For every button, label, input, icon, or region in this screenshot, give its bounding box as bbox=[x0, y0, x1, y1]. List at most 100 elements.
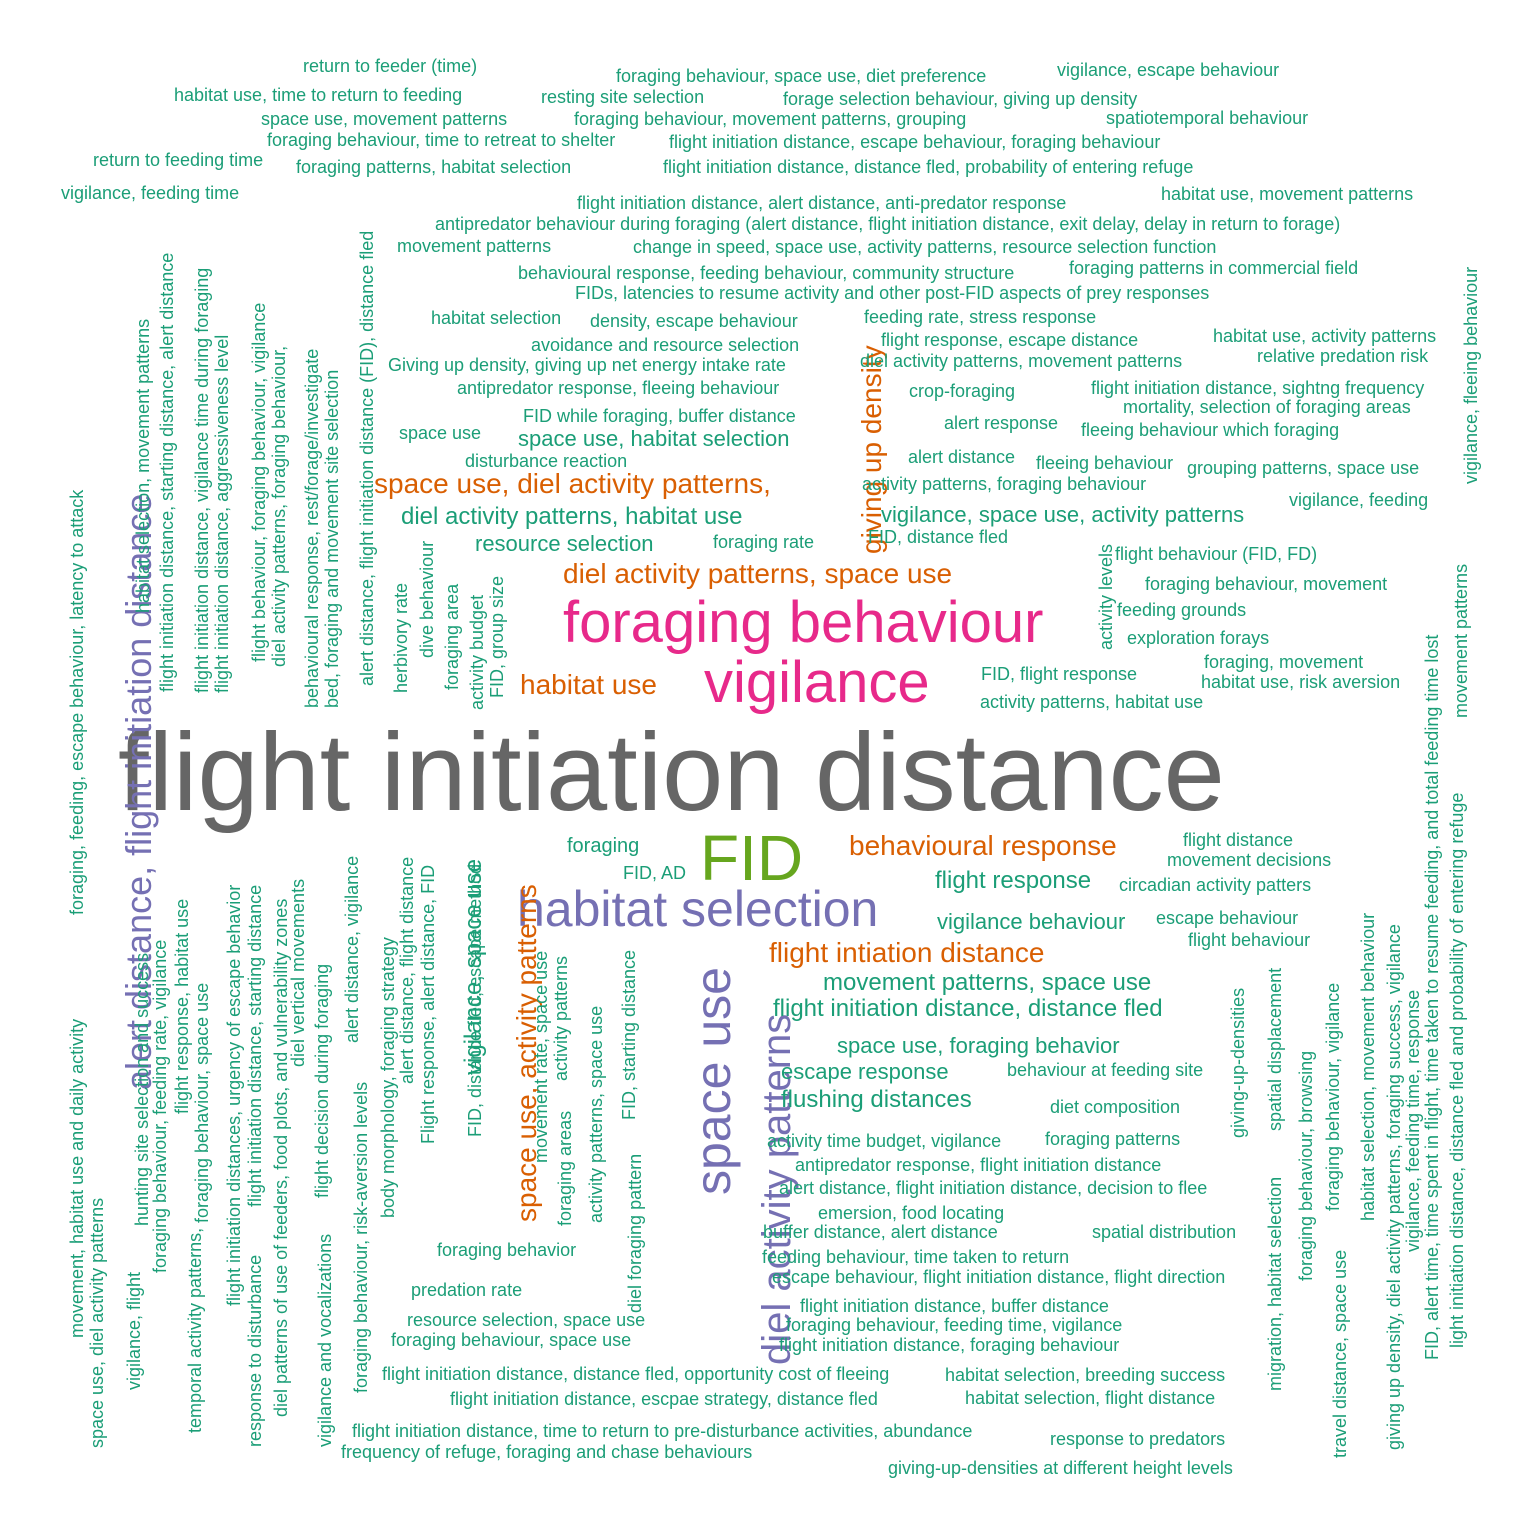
word-cloud-term: feeding behaviour, time taken to return bbox=[762, 1247, 1070, 1268]
word-cloud-term: space use, diel activity patterns, bbox=[374, 468, 771, 500]
word-cloud-term: alert distance bbox=[908, 447, 1016, 468]
word-cloud-term: diel activity patterns, space use bbox=[563, 558, 953, 590]
word-cloud-term: density, escape behaviour bbox=[590, 311, 798, 332]
word-cloud-term: foraging behaviour, space use bbox=[192, 982, 212, 1223]
word-cloud-term: flight initiation distance, foraging beh… bbox=[779, 1335, 1120, 1356]
word-cloud-term: foraging behaviour, movement bbox=[1145, 574, 1388, 595]
word-cloud-term: body morphology, foraging strategy bbox=[378, 937, 398, 1218]
word-cloud-term: FID, flight response bbox=[981, 664, 1138, 685]
word-cloud-term: activity patterns, foraging behaviour bbox=[862, 474, 1147, 495]
word-cloud-term: travel distance, space use bbox=[1330, 1249, 1350, 1458]
word-cloud-term: flight initiation distance, distance fle… bbox=[663, 157, 1194, 178]
word-cloud-term: activity patterns, habitat use bbox=[980, 692, 1204, 713]
word-cloud-term: activity budget bbox=[467, 594, 487, 710]
word-cloud-term: habitat use, time to return to feeding bbox=[174, 85, 463, 106]
word-cloud-term: foraging behavior bbox=[437, 1240, 577, 1261]
word-cloud-term: change in speed, space use, activity pat… bbox=[633, 237, 1217, 258]
word-cloud-term: giving-up-densities bbox=[1228, 987, 1248, 1138]
word-cloud-term: response to disturbance bbox=[245, 1254, 265, 1447]
word-cloud-term: dive behaviour bbox=[417, 540, 437, 658]
word-cloud-term: flight initiation distance, time to retu… bbox=[352, 1421, 973, 1442]
word-cloud-term: resting site selection bbox=[541, 87, 705, 108]
word-cloud-term: foraging patterns in commercial field bbox=[1069, 258, 1359, 279]
word-cloud-term: return to feeder (time) bbox=[303, 56, 478, 77]
word-cloud-term: circadian activity patters bbox=[1119, 875, 1312, 896]
word-cloud-term: foraging rate bbox=[713, 532, 815, 553]
word-cloud-term: vigilance bbox=[704, 650, 930, 716]
word-cloud-term: flight decision during foraging bbox=[312, 963, 332, 1198]
word-cloud-term: movement rate, space use bbox=[531, 950, 551, 1163]
word-cloud-term: vigilance, escape behaviour bbox=[1057, 60, 1280, 81]
word-cloud-term: flight distance bbox=[1183, 830, 1294, 851]
word-cloud-term: flight intiation distance bbox=[769, 937, 1045, 969]
word-cloud-term: predation rate bbox=[411, 1280, 523, 1301]
word-cloud-term: space use, diel activity patterns bbox=[87, 1197, 107, 1448]
word-cloud-term: flight initiation distance, escape behav… bbox=[669, 132, 1161, 153]
word-cloud-term: habitat selection, flight distance bbox=[965, 1388, 1216, 1409]
word-cloud-term: flight initiation distance, starting dis… bbox=[157, 252, 177, 692]
word-cloud-term: vigilance, feeding bbox=[1289, 490, 1429, 511]
word-cloud-term: diel vertical movements bbox=[288, 878, 308, 1067]
word-cloud-term: behaviour at feeding site bbox=[1007, 1060, 1204, 1081]
word-cloud-term: flight initiation distances, urgency of … bbox=[224, 884, 244, 1306]
word-cloud-term: FID while foraging, buffer distance bbox=[523, 406, 796, 427]
word-cloud-term: vigilance behaviour bbox=[937, 908, 1126, 934]
word-cloud-term: FID, distance fled, escape method bbox=[465, 863, 485, 1137]
word-cloud-term: hunting site selection and success bbox=[132, 952, 152, 1226]
word-cloud-term: habitat selection bbox=[517, 881, 879, 937]
word-cloud-term: vigilance, space use, activity patterns bbox=[881, 501, 1245, 527]
word-cloud-term: habitat use, movement patterns bbox=[1161, 184, 1414, 205]
word-cloud-term: foraging areas bbox=[555, 1110, 575, 1226]
word-cloud-term: alert distance, flight distance bbox=[397, 856, 417, 1084]
word-cloud-term: space use, foraging behavior bbox=[837, 1032, 1120, 1058]
word-cloud-term: flight behaviour bbox=[1188, 930, 1311, 951]
word-cloud-term: flight behaviour, foraging behaviour, vi… bbox=[249, 302, 269, 662]
word-cloud-term: response to predators bbox=[1050, 1429, 1226, 1450]
word-cloud-term: FIDs, latencies to resume activity and o… bbox=[575, 283, 1210, 304]
word-cloud-term: flight initiation distance, sightng freq… bbox=[1091, 378, 1425, 399]
word-cloud-term: crop-foraging bbox=[909, 381, 1016, 402]
word-cloud-term: behavioural response bbox=[849, 830, 1117, 862]
word-cloud-term: feeding rate, stress response bbox=[864, 307, 1097, 328]
word-cloud-term: activity patterns bbox=[551, 955, 571, 1081]
word-cloud-term: foraging behaviour, movement patterns, g… bbox=[574, 109, 967, 130]
word-cloud-term: space use bbox=[399, 423, 482, 444]
word-cloud-term: FID bbox=[700, 821, 804, 894]
word-cloud-term: foraging behaviour, space use, diet pref… bbox=[616, 66, 987, 87]
word-cloud-term: foraging, feeding, escape behaviour, lat… bbox=[67, 489, 87, 915]
word-cloud-term: giving up density, diel activity pattern… bbox=[1384, 924, 1404, 1450]
word-cloud-term: mortality, selection of foraging areas bbox=[1123, 397, 1411, 418]
word-cloud-term: vigilance, fleeing behaviour bbox=[1461, 266, 1481, 484]
word-cloud-term: movement patterns bbox=[1451, 563, 1471, 718]
word-cloud-term: alert response bbox=[944, 413, 1059, 434]
word-cloud-term: flight initiation distance, starting dis… bbox=[245, 884, 265, 1207]
word-cloud-term: foraging bbox=[567, 834, 640, 857]
word-cloud-term: foraging behaviour, risk-aversion levels bbox=[351, 1081, 371, 1393]
word-cloud-term: flight initiation distance, buffer dista… bbox=[800, 1296, 1109, 1317]
word-cloud-term: habitat use, activity patterns bbox=[1213, 326, 1437, 347]
word-cloud-term: FID, group size bbox=[487, 575, 507, 698]
word-cloud-term: diel foraging pattern bbox=[625, 1153, 645, 1313]
word-cloud-term: flight response bbox=[935, 867, 1092, 895]
word-cloud-term: foraging behaviour, feeding time, vigila… bbox=[786, 1315, 1123, 1336]
word-cloud-term: foraging behaviour, space use bbox=[391, 1330, 632, 1351]
word-cloud-term: antipredator response, fleeing behaviour bbox=[457, 378, 780, 399]
word-cloud-term: flight initiation distance, distance fle… bbox=[773, 995, 1163, 1023]
word-cloud-term: FID, AD bbox=[623, 863, 687, 884]
word-cloud-term: vigilance, feeding time, response bbox=[1403, 989, 1423, 1252]
word-cloud-term: exploration forays bbox=[1127, 628, 1270, 649]
word-cloud-term: behavioural response, feeding behaviour,… bbox=[518, 263, 1015, 284]
word-cloud-term: foraging patterns bbox=[1045, 1129, 1181, 1150]
word-cloud-term: spatial displacement bbox=[1265, 967, 1285, 1131]
word-cloud-term: Flight response, alert distance, FID bbox=[418, 864, 438, 1144]
word-cloud-term: alert distance, vigilance bbox=[342, 855, 362, 1043]
word-cloud-term: foraging behaviour, feeding rate, vigila… bbox=[150, 939, 170, 1273]
word-cloud-term: FID, distance fled bbox=[868, 527, 1009, 548]
word-cloud-term: light initiation distance, distance fled… bbox=[1447, 792, 1467, 1348]
word-cloud-term: forage selection behaviour, giving up de… bbox=[783, 89, 1138, 110]
word-cloud-term: flushing distances bbox=[781, 1086, 972, 1114]
word-cloud-term: habitat use, risk aversion bbox=[1201, 672, 1401, 693]
word-cloud-term: resource selection bbox=[475, 530, 654, 556]
word-cloud-term: alert distance, flight initiation distan… bbox=[357, 230, 377, 686]
